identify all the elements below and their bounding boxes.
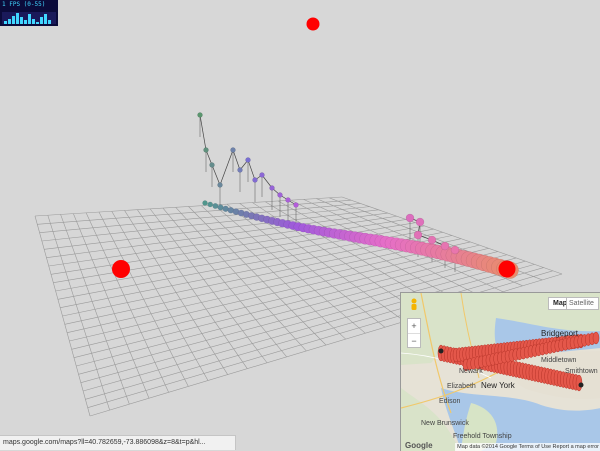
trajectory-sphere — [259, 172, 265, 178]
trajectory-sphere — [415, 217, 425, 227]
place-label: Smithtown — [565, 368, 598, 375]
place-label: Bridgeport — [541, 329, 578, 338]
place-label: Middletown — [541, 357, 577, 364]
trajectory-link — [232, 149, 241, 171]
place-label: Elizabeth — [447, 383, 476, 390]
trajectory-sphere — [269, 185, 275, 191]
trajectory-sphere — [237, 167, 243, 173]
fps-bar — [12, 16, 15, 24]
map-type-satellite-button[interactable]: Satellite — [566, 297, 599, 310]
trajectory-sphere — [203, 147, 209, 153]
zoom-control[interactable]: + − — [407, 318, 421, 348]
fps-bar — [16, 13, 19, 24]
trajectory-spheres — [197, 112, 519, 279]
grid-line — [226, 203, 386, 328]
red-marker-top[interactable] — [306, 17, 320, 31]
trajectory-sphere — [277, 192, 283, 198]
trajectory-sphere — [209, 162, 215, 168]
trajectory-sphere — [245, 157, 251, 163]
fps-bar — [8, 19, 11, 24]
fps-label: 1 FPS (0-55) — [2, 1, 46, 8]
fps-meter[interactable]: 1 FPS (0-55) — [0, 0, 58, 26]
trajectory-sphere — [212, 203, 219, 209]
grid-line — [85, 267, 544, 400]
minimap[interactable]: + − Map Satellite Bridgeport New York El… — [400, 292, 600, 451]
place-label: Freehold Township — [453, 433, 512, 440]
grid-line — [201, 205, 346, 340]
trajectory-sphere — [285, 197, 291, 203]
trajectory-link — [199, 114, 207, 151]
trajectory-sphere — [202, 200, 208, 206]
trajectory-sphere — [413, 230, 423, 240]
fps-bar — [4, 21, 7, 24]
trajectory-link — [247, 159, 256, 181]
fps-bar — [28, 14, 31, 24]
trajectory-link — [261, 174, 273, 189]
fps-bar — [20, 17, 23, 24]
red-marker-right[interactable] — [498, 260, 516, 278]
place-label: New Brunswick — [421, 420, 469, 427]
trajectory-link — [211, 164, 221, 186]
red-marker-left[interactable] — [112, 260, 130, 278]
route-start-pin — [438, 348, 444, 354]
fps-bar — [44, 14, 47, 24]
trajectory-sphere — [207, 201, 213, 208]
trajectory-sphere — [197, 112, 203, 118]
trajectory-sphere — [217, 204, 224, 211]
route-segment — [592, 331, 600, 345]
trajectory-sphere — [450, 245, 460, 255]
fps-bar — [32, 19, 35, 24]
fps-bar — [24, 20, 27, 24]
trajectory-link — [219, 149, 234, 186]
trajectory-link — [205, 149, 213, 166]
zoom-out-button[interactable]: − — [408, 333, 420, 348]
trajectory-sphere — [440, 241, 450, 251]
place-label: Newark — [459, 368, 483, 375]
pegman-icon[interactable] — [409, 298, 419, 313]
minimap-tiles — [401, 293, 600, 451]
fps-graph — [2, 12, 56, 24]
route-tubes — [437, 331, 600, 392]
fps-bar — [40, 17, 43, 24]
google-logo: Google — [405, 441, 433, 450]
trajectory-sphere — [252, 177, 258, 183]
fps-bar — [48, 20, 51, 24]
trajectory-sphere — [230, 147, 236, 153]
route-end-pin — [578, 382, 584, 388]
trajectory-sphere — [405, 213, 415, 223]
place-label: New York — [481, 381, 515, 390]
status-bar-url: maps.google.com/maps?ll=40.782659,-73.88… — [0, 435, 236, 450]
grid-line — [341, 196, 563, 275]
fps-bar — [36, 22, 39, 24]
trajectory-sphere — [427, 235, 437, 245]
grid-line — [83, 264, 535, 392]
place-label: Edison — [439, 398, 461, 405]
trajectory-sphere — [217, 182, 223, 188]
zoom-in-button[interactable]: + — [411, 321, 417, 331]
trajectory-sphere — [293, 202, 299, 208]
grid-line — [80, 260, 526, 383]
map-attribution[interactable]: Map data ©2014 Google Terms of Use Repor… — [455, 443, 600, 451]
